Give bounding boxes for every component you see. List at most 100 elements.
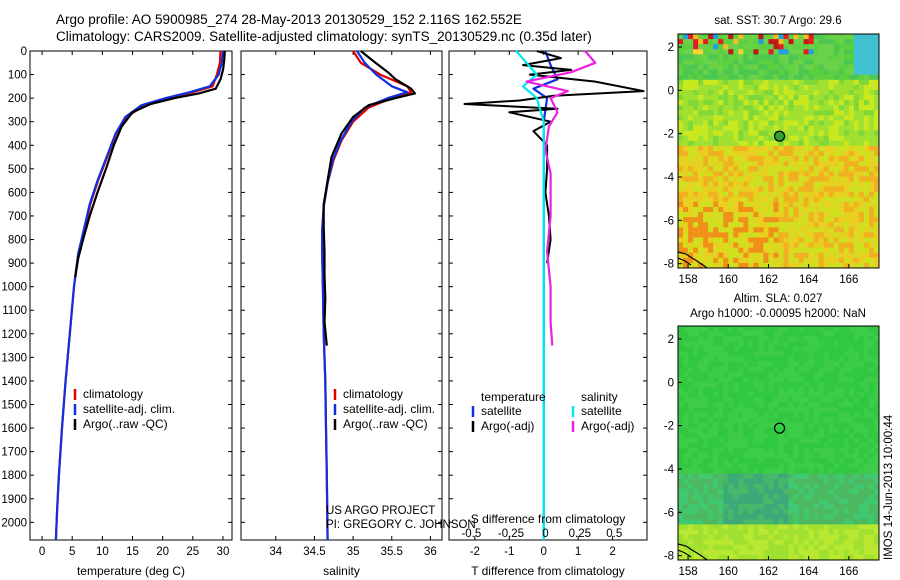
map-cell (738, 89, 744, 96)
map-cell (808, 247, 814, 254)
map-cell (708, 59, 714, 65)
map-cell (863, 549, 870, 556)
map-cell (728, 176, 734, 182)
map-cell (803, 412, 809, 418)
map-cell (863, 222, 870, 228)
map-cell (833, 84, 840, 91)
map-cell (683, 130, 689, 137)
map-cell (803, 201, 809, 208)
map-cell (793, 120, 799, 126)
map-cell (723, 534, 729, 540)
map-cell (768, 331, 774, 337)
map-cell (728, 534, 734, 540)
map-cell (723, 151, 729, 157)
map-cell (748, 483, 754, 490)
map-cell (793, 186, 799, 192)
map-cell (818, 524, 825, 530)
map-cell (853, 356, 860, 362)
map-cell (728, 120, 734, 126)
map-cell (743, 176, 749, 182)
map-cell (773, 458, 779, 464)
map-cell (813, 387, 819, 393)
map-cell (718, 110, 724, 116)
map-cell (708, 135, 714, 142)
map-cell (763, 488, 769, 495)
y-tick-label: 0 (21, 46, 27, 58)
map-cell (863, 79, 870, 86)
map-cell (793, 326, 799, 332)
map-cell (783, 201, 789, 208)
map-cell (853, 196, 860, 203)
map-cell (783, 544, 789, 551)
map-cell (678, 64, 684, 70)
map-cell (828, 145, 835, 152)
map-cell (683, 232, 689, 238)
series-line-argo-raw-qc- (74, 50, 226, 278)
map-cell (843, 257, 850, 264)
map-cell (838, 392, 845, 398)
map-cell (818, 176, 825, 182)
map-cell (713, 120, 719, 126)
map-cell (718, 453, 724, 459)
map-cell (843, 120, 850, 126)
map-cell (738, 84, 744, 91)
map-cell (678, 100, 684, 106)
map-cell (823, 351, 830, 357)
map-cell (833, 257, 840, 264)
map-cell (708, 417, 714, 423)
map-cell (848, 171, 855, 177)
map-cell (868, 156, 875, 162)
map-cell (738, 49, 744, 55)
map-cell (858, 514, 865, 520)
map-cell (718, 161, 724, 167)
map-cell (708, 488, 714, 495)
map-cell (768, 509, 774, 515)
map-cell (733, 212, 739, 218)
map-cell (853, 181, 860, 187)
map-cell (688, 427, 694, 434)
map-cell (708, 341, 714, 347)
map-cell (688, 171, 694, 177)
map-cell (858, 140, 865, 147)
map-cell (733, 402, 739, 408)
map-cell (873, 69, 880, 75)
y-tick-label: 400 (8, 140, 27, 152)
map-cell (778, 181, 784, 187)
map-cell (818, 366, 825, 373)
map-cell (688, 135, 694, 142)
map-cell (858, 227, 865, 233)
map-cell (868, 549, 875, 556)
map-cell (828, 140, 835, 147)
map-cell (813, 463, 819, 469)
map-cell (798, 140, 804, 147)
map-cell (678, 69, 684, 75)
map-cell (823, 125, 830, 131)
map-cell (813, 478, 819, 484)
map-cell (868, 392, 875, 398)
map-cell (723, 196, 729, 203)
map-cell (718, 217, 724, 223)
map-cell (818, 115, 825, 121)
map-cell (688, 443, 694, 449)
map-cell (688, 381, 694, 388)
map-cell (773, 478, 779, 484)
map-cell (823, 468, 830, 474)
map-cell (728, 422, 734, 429)
map-cell (718, 524, 724, 530)
map-cell (848, 39, 855, 45)
map-cell (718, 478, 724, 484)
map-cell (813, 443, 819, 449)
map-cell (863, 498, 870, 505)
map-cell (743, 417, 749, 423)
map-cell (698, 498, 704, 505)
map-cell (683, 448, 689, 454)
map-cell (838, 544, 845, 551)
map-cell (763, 351, 769, 357)
map-cell (753, 115, 759, 121)
map-cell (693, 453, 699, 459)
map-cell (748, 120, 754, 126)
x-tick-label: 35.5 (381, 546, 403, 558)
map-cell (748, 458, 754, 464)
map-cell (693, 534, 699, 540)
map-cell (768, 544, 774, 551)
